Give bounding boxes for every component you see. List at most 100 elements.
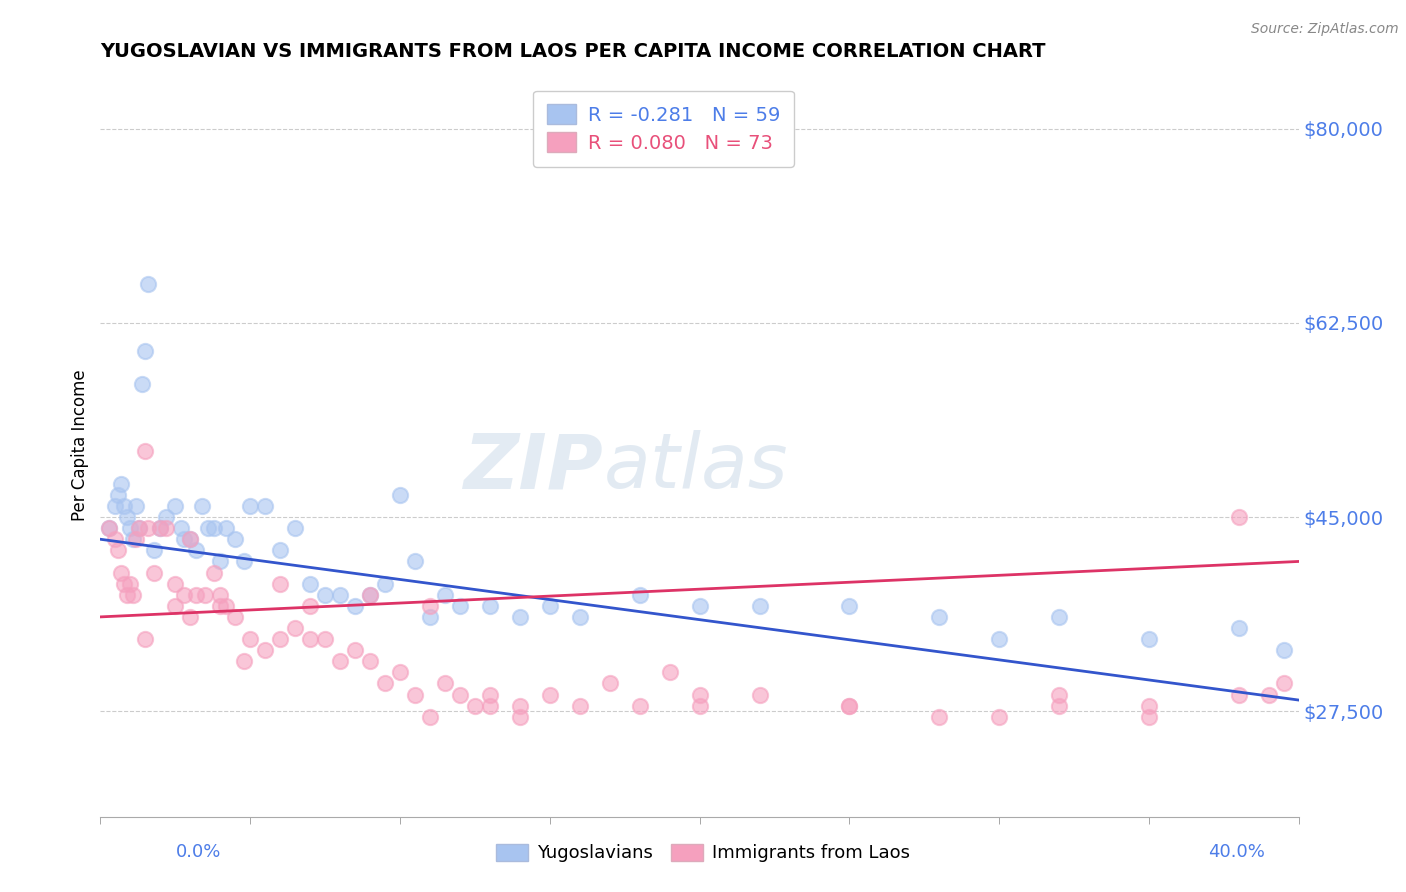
Point bbox=[568, 698, 591, 713]
Point bbox=[838, 599, 860, 613]
Point bbox=[299, 599, 322, 613]
Point bbox=[314, 588, 336, 602]
Point bbox=[179, 533, 201, 547]
Point bbox=[149, 521, 172, 535]
Point bbox=[509, 610, 531, 624]
Point bbox=[928, 709, 950, 723]
Point bbox=[173, 588, 195, 602]
Point bbox=[239, 499, 262, 513]
Point bbox=[98, 521, 121, 535]
Point bbox=[359, 588, 381, 602]
Point bbox=[239, 632, 262, 646]
Point bbox=[329, 654, 352, 668]
Point bbox=[120, 521, 142, 535]
Point bbox=[197, 521, 219, 535]
Point bbox=[104, 533, 127, 547]
Point bbox=[344, 599, 367, 613]
Point bbox=[1047, 610, 1070, 624]
Point bbox=[1137, 709, 1160, 723]
Point bbox=[374, 576, 396, 591]
Point bbox=[433, 588, 456, 602]
Point bbox=[928, 610, 950, 624]
Point bbox=[98, 521, 121, 535]
Point bbox=[1137, 698, 1160, 713]
Point bbox=[165, 599, 187, 613]
Point bbox=[419, 599, 441, 613]
Point bbox=[1137, 632, 1160, 646]
Point bbox=[215, 521, 238, 535]
Point bbox=[689, 688, 711, 702]
Point bbox=[314, 632, 336, 646]
Point bbox=[509, 709, 531, 723]
Point bbox=[155, 510, 177, 524]
Point bbox=[112, 576, 135, 591]
Point bbox=[125, 499, 148, 513]
Point bbox=[509, 698, 531, 713]
Point bbox=[628, 698, 651, 713]
Point bbox=[404, 554, 426, 568]
Point bbox=[134, 443, 156, 458]
Point bbox=[173, 533, 195, 547]
Point bbox=[388, 488, 411, 502]
Point bbox=[478, 599, 501, 613]
Point bbox=[284, 621, 307, 635]
Point bbox=[1272, 643, 1295, 657]
Point bbox=[112, 499, 135, 513]
Point bbox=[143, 566, 166, 580]
Point bbox=[404, 688, 426, 702]
Legend: Yugoslavians, Immigrants from Laos: Yugoslavians, Immigrants from Laos bbox=[488, 837, 918, 870]
Point bbox=[194, 588, 217, 602]
Point bbox=[110, 476, 132, 491]
Point bbox=[838, 698, 860, 713]
Point bbox=[179, 610, 201, 624]
Point bbox=[299, 632, 322, 646]
Point bbox=[838, 698, 860, 713]
Text: Source: ZipAtlas.com: Source: ZipAtlas.com bbox=[1251, 22, 1399, 37]
Point bbox=[209, 588, 232, 602]
Point bbox=[202, 521, 225, 535]
Point bbox=[1227, 510, 1250, 524]
Point bbox=[128, 521, 150, 535]
Point bbox=[117, 510, 139, 524]
Point bbox=[359, 588, 381, 602]
Point bbox=[170, 521, 193, 535]
Text: 0.0%: 0.0% bbox=[176, 843, 221, 861]
Text: YUGOSLAVIAN VS IMMIGRANTS FROM LAOS PER CAPITA INCOME CORRELATION CHART: YUGOSLAVIAN VS IMMIGRANTS FROM LAOS PER … bbox=[100, 42, 1046, 61]
Point bbox=[449, 599, 471, 613]
Point bbox=[568, 610, 591, 624]
Point bbox=[209, 599, 232, 613]
Point bbox=[149, 521, 172, 535]
Text: ZIP: ZIP bbox=[464, 430, 603, 504]
Point bbox=[122, 588, 145, 602]
Point bbox=[269, 632, 291, 646]
Point bbox=[186, 588, 208, 602]
Point bbox=[202, 566, 225, 580]
Point bbox=[1047, 698, 1070, 713]
Point bbox=[538, 599, 561, 613]
Point bbox=[988, 709, 1011, 723]
Point bbox=[136, 277, 159, 292]
Point bbox=[748, 688, 770, 702]
Point bbox=[464, 698, 486, 713]
Point bbox=[224, 533, 246, 547]
Point bbox=[344, 643, 367, 657]
Point bbox=[233, 654, 256, 668]
Point bbox=[538, 688, 561, 702]
Point bbox=[134, 343, 156, 358]
Point bbox=[143, 543, 166, 558]
Point bbox=[165, 499, 187, 513]
Point bbox=[748, 599, 770, 613]
Point bbox=[689, 698, 711, 713]
Point bbox=[299, 576, 322, 591]
Point bbox=[988, 632, 1011, 646]
Point bbox=[186, 543, 208, 558]
Point bbox=[224, 610, 246, 624]
Point bbox=[449, 688, 471, 702]
Legend: R = -0.281   N = 59, R = 0.080   N = 73: R = -0.281 N = 59, R = 0.080 N = 73 bbox=[533, 91, 794, 167]
Point bbox=[1272, 676, 1295, 690]
Point bbox=[131, 376, 153, 391]
Point bbox=[628, 588, 651, 602]
Point bbox=[284, 521, 307, 535]
Point bbox=[419, 610, 441, 624]
Point bbox=[254, 499, 277, 513]
